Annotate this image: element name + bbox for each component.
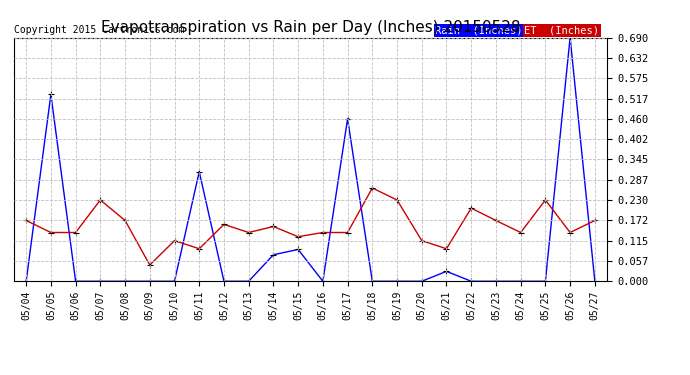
Text: ET  (Inches): ET (Inches) [524,25,599,35]
Title: Evapotranspiration vs Rain per Day (Inches) 20150528: Evapotranspiration vs Rain per Day (Inch… [101,20,520,35]
Text: Copyright 2015 Cartronics.com: Copyright 2015 Cartronics.com [14,25,185,35]
Text: Rain  (Inches): Rain (Inches) [435,25,522,35]
